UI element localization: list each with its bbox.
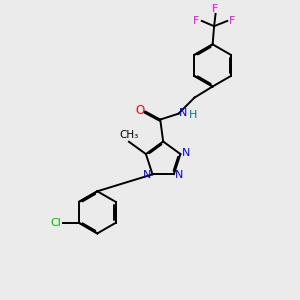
Text: N: N (143, 170, 152, 180)
Text: CH₃: CH₃ (119, 130, 138, 140)
Text: F: F (212, 4, 219, 14)
Text: N: N (182, 148, 190, 158)
Text: O: O (135, 104, 144, 117)
Text: Cl: Cl (50, 218, 61, 228)
Text: H: H (189, 110, 197, 121)
Text: N: N (175, 170, 183, 180)
Text: N: N (179, 107, 188, 118)
Text: F: F (229, 16, 236, 26)
Text: F: F (193, 16, 200, 26)
